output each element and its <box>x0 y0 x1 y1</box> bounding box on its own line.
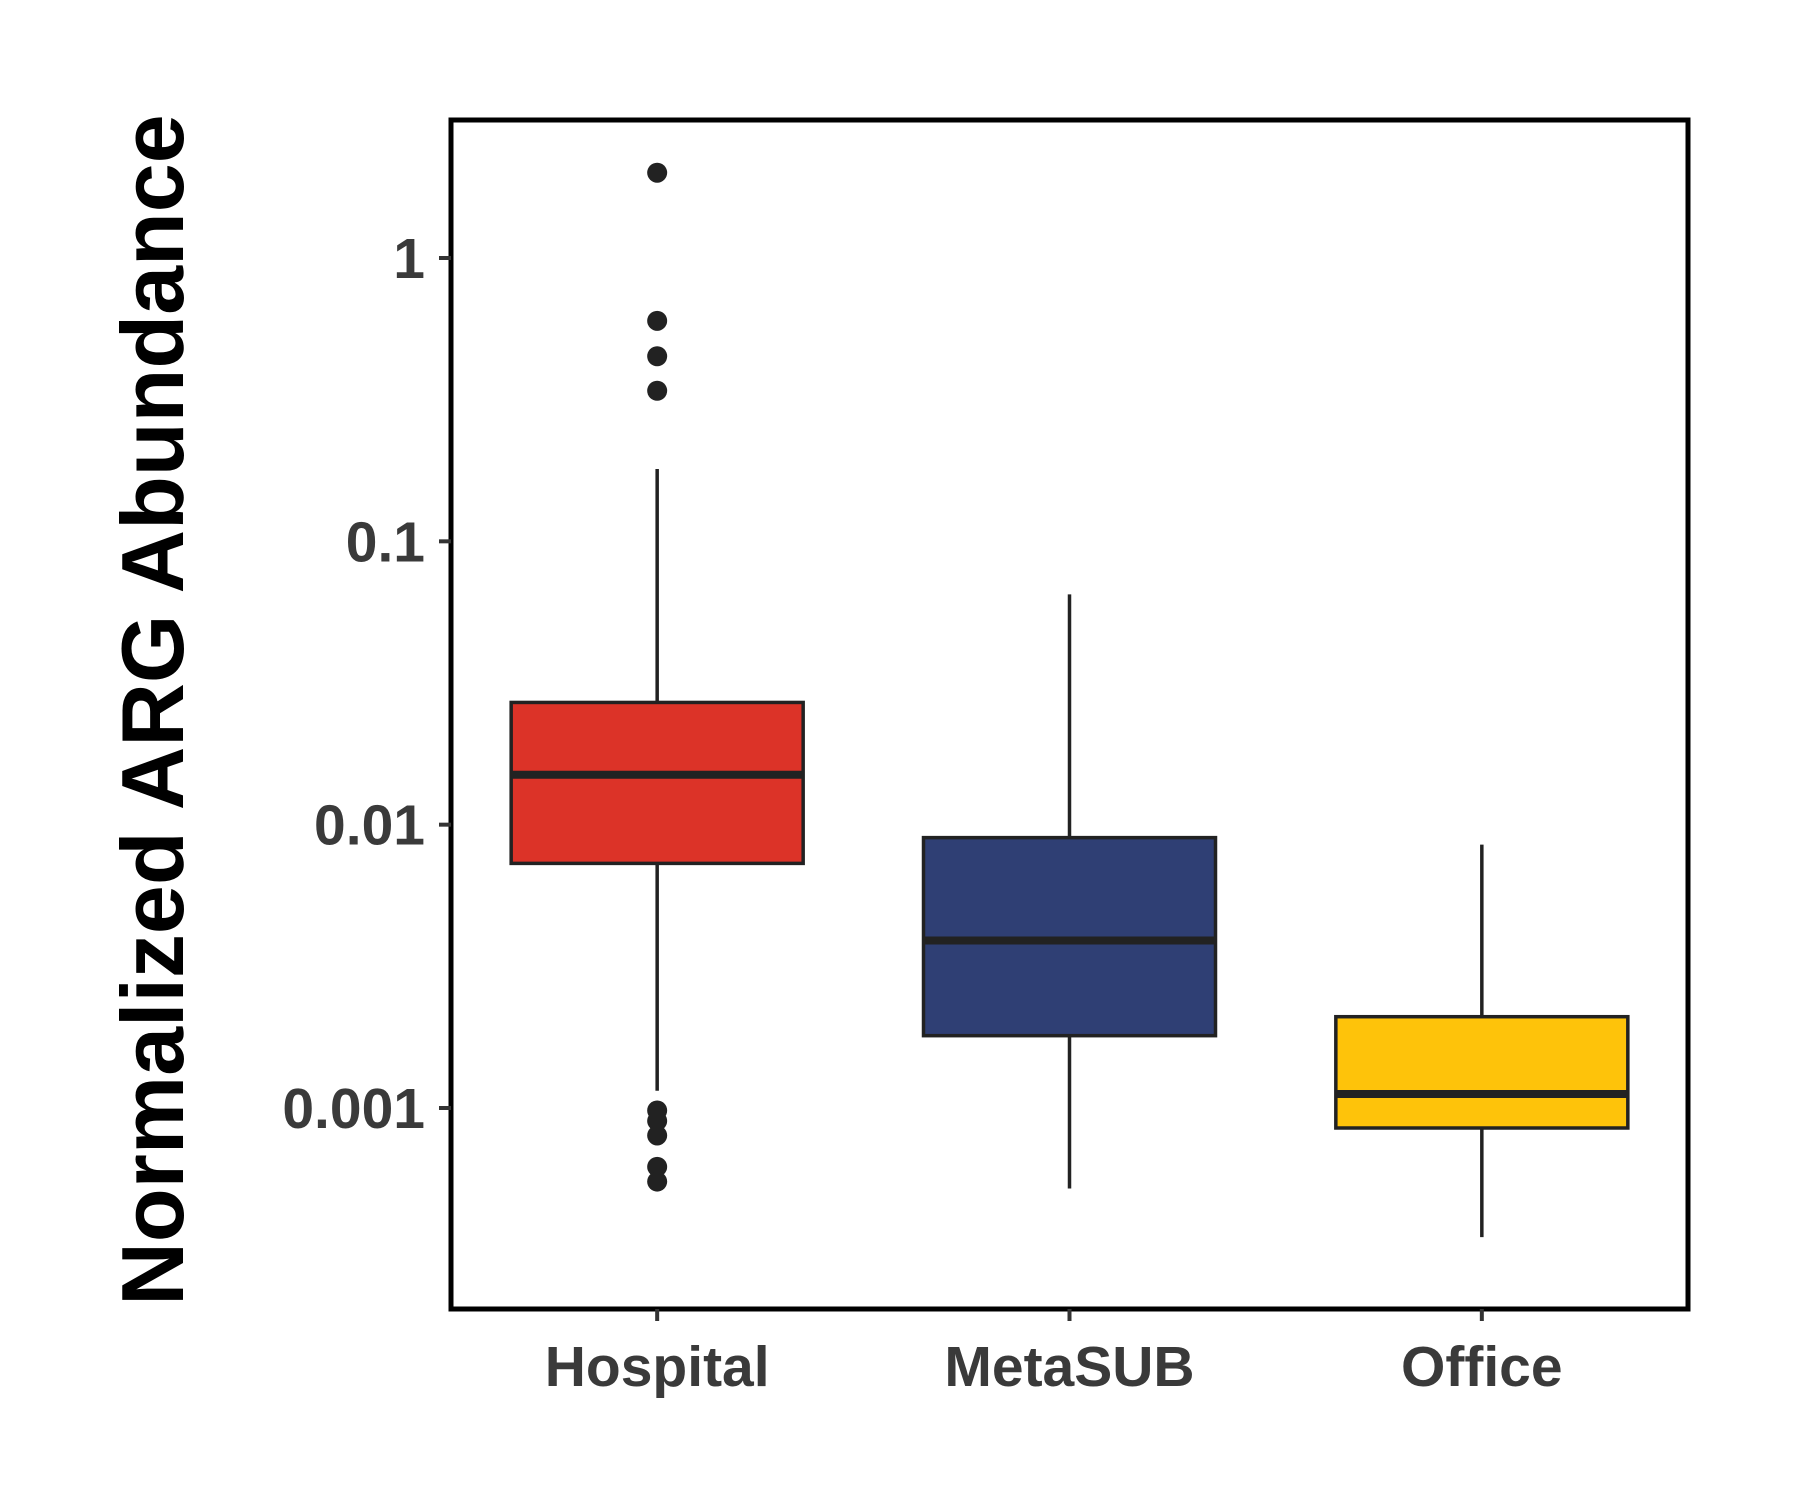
outlier-point-hospital <box>647 380 668 401</box>
outlier-point-hospital <box>647 1125 668 1146</box>
y-tick-label: 0.01 <box>314 794 425 858</box>
outlier-point-hospital <box>647 1171 668 1192</box>
outlier-point-hospital <box>647 346 668 367</box>
outlier-point-hospital <box>647 162 668 183</box>
outlier-point-hospital <box>647 1156 668 1177</box>
y-axis: 0.001 0.01 0.1 1 <box>282 227 451 1141</box>
x-tick-label-office: Office <box>1401 1335 1563 1399</box>
box-group-hospital <box>509 162 805 1192</box>
x-tick-label-hospital: Hospital <box>545 1335 770 1399</box>
x-axis: Hospital MetaSUB Office <box>545 1309 1563 1399</box>
y-tick-label: 0.001 <box>282 1077 425 1141</box>
x-tick-label-metasub: MetaSUB <box>944 1335 1194 1399</box>
y-tick-label: 1 <box>393 227 425 291</box>
outlier-point-hospital <box>647 310 668 331</box>
box-hospital <box>509 700 805 866</box>
box-group-office <box>1334 844 1630 1238</box>
boxes-layer <box>509 162 1630 1238</box>
y-tick-label: 0.1 <box>346 510 425 574</box>
outlier-point-hospital <box>647 1110 668 1131</box>
box-office <box>1334 1014 1630 1130</box>
box-group-metasub <box>921 594 1218 1189</box>
y-axis-title: Normalized ARG Abundance <box>103 114 202 1305</box>
